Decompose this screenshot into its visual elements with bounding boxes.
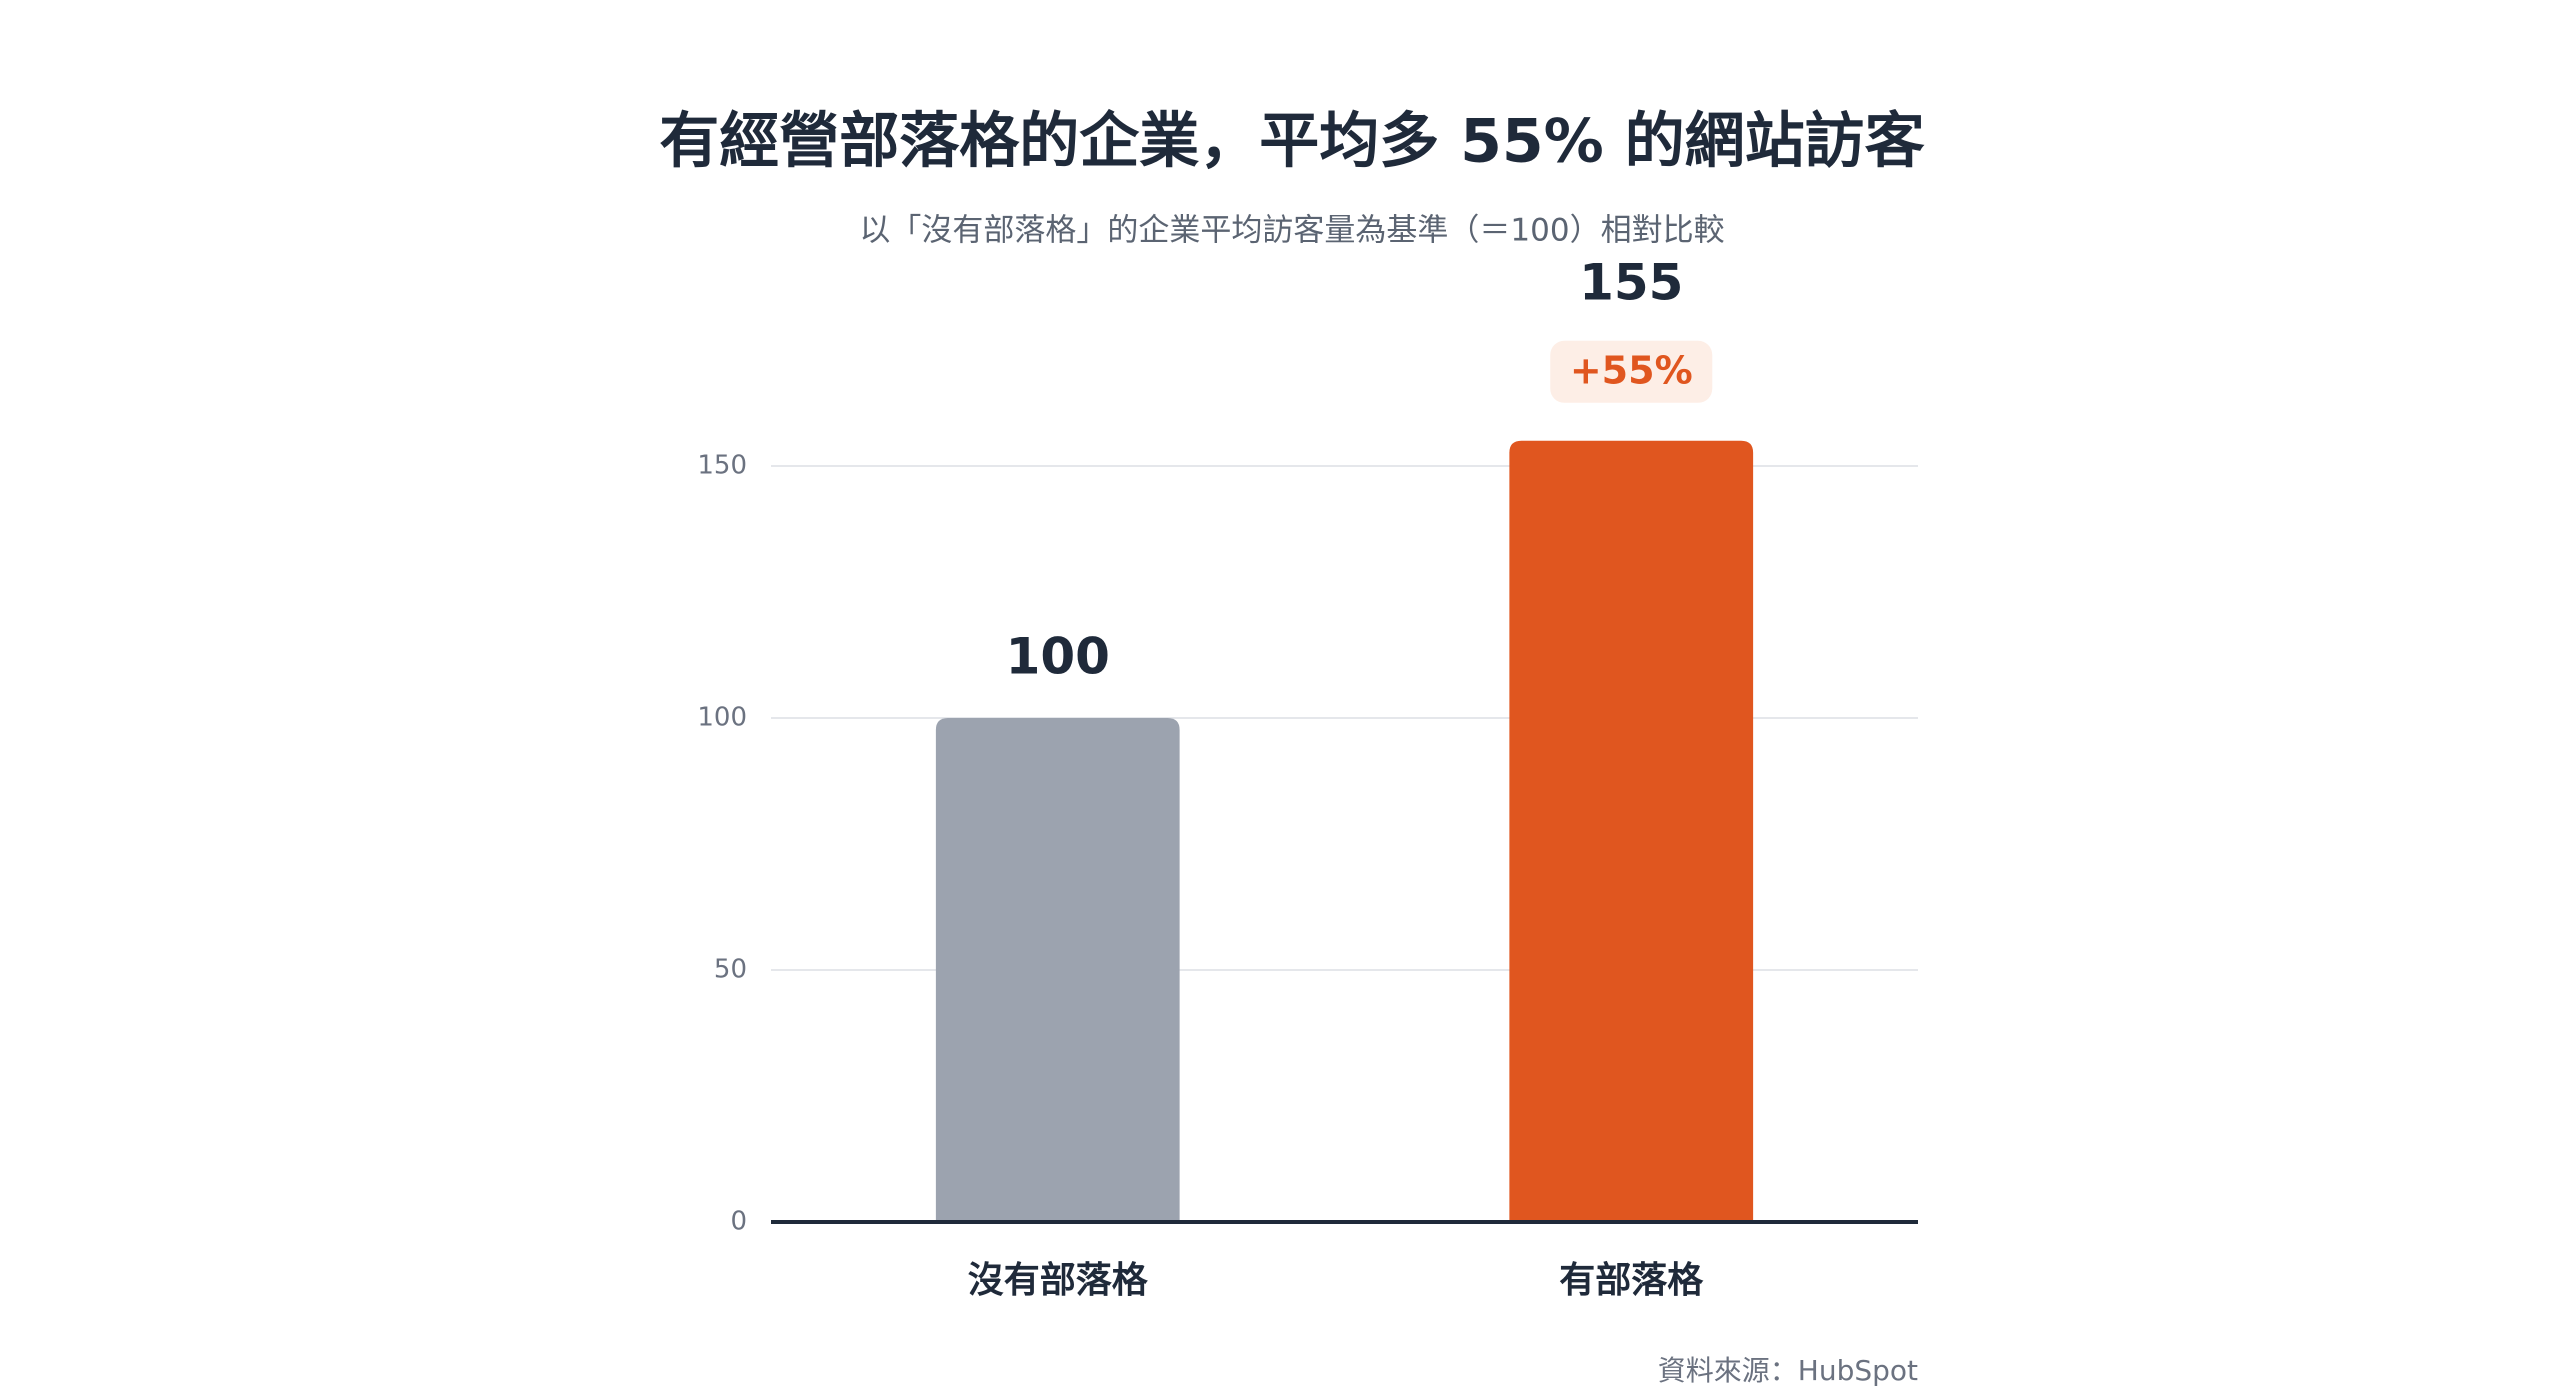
source-note: 資料來源：HubSpot	[1658, 1354, 1918, 1387]
bar	[1509, 440, 1754, 1222]
annotation-badge	[1550, 340, 1713, 403]
value-label: 155	[1579, 253, 1683, 311]
annotation: +55%	[1570, 348, 1693, 392]
y-tick-label: 50	[714, 955, 747, 985]
y-tick-label: 100	[697, 703, 747, 733]
chart-subtitle: 以「沒有部落格」的企業平均訪客量為基準（＝100）相對比較	[859, 213, 1724, 249]
chart-title: 有經營部落格的企業，平均多 55% 的網站訪客	[659, 107, 1924, 177]
y-tick-label: 0	[730, 1207, 747, 1237]
value-label: 100	[1006, 628, 1110, 686]
x-tick-label: 沒有部落格	[968, 1260, 1149, 1301]
y-tick-label: 150	[697, 451, 747, 481]
x-tick-label: 有部落格	[1559, 1260, 1704, 1301]
bar	[935, 718, 1180, 1222]
